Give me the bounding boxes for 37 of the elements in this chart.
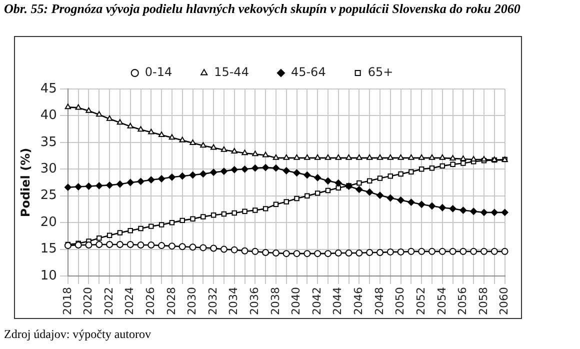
legend-label: 15-44 xyxy=(214,65,249,80)
y-tick-label: 10 xyxy=(40,268,57,284)
x-tick-label: 2058 xyxy=(476,287,490,316)
x-tick-label: 2052 xyxy=(414,287,428,316)
y-tick-label: 45 xyxy=(40,81,57,96)
x-tick-label: 2026 xyxy=(144,287,158,316)
x-tick-label: 2024 xyxy=(123,287,136,316)
legend-label: 45-64 xyxy=(290,65,326,80)
y-tick-label: 35 xyxy=(40,134,57,150)
x-tick-label: 2038 xyxy=(268,287,282,316)
y-tick-label: 25 xyxy=(40,188,57,204)
text: Zdroj údajov: výpočty autorov xyxy=(4,327,151,342)
y-tick-label: 20 xyxy=(40,214,57,230)
x-tick-label: 2054 xyxy=(435,287,448,316)
x-tick-label: 2048 xyxy=(372,287,386,316)
x-tick-label: 2030 xyxy=(186,287,199,316)
x-tick-label: 2050 xyxy=(394,287,407,316)
legend-label: 0-14 xyxy=(144,65,172,80)
x-tick-label: 2022 xyxy=(102,287,116,316)
y-tick-label: 40 xyxy=(40,108,57,124)
chart-title: Obr. 55: Prognóza vývoja podielu hlavných vekových skupín v populácii Slovenska do roku 2060 xyxy=(4,1,522,16)
y-tick-label: 15 xyxy=(40,242,57,257)
x-tick-label: 2046 xyxy=(352,287,366,316)
y-axis-title: Podiel (%) xyxy=(18,148,32,218)
y-tick-label: 30 xyxy=(40,162,57,177)
x-tick-label: 2060 xyxy=(498,287,511,316)
x-tick-label: 2020 xyxy=(82,287,95,316)
x-tick-label: 2034 xyxy=(227,287,240,316)
legend-label: 65+ xyxy=(368,65,394,80)
x-tick-label: 2032 xyxy=(206,287,220,316)
x-tick-label: 2036 xyxy=(248,287,262,316)
x-tick-label: 2044 xyxy=(331,287,344,316)
x-tick-label: 2056 xyxy=(456,287,470,316)
x-tick-label: 2018 xyxy=(60,287,74,316)
x-tick-label: 2040 xyxy=(290,287,303,316)
x-tick-label: 2028 xyxy=(164,287,178,316)
x-tick-label: 2042 xyxy=(310,287,324,316)
